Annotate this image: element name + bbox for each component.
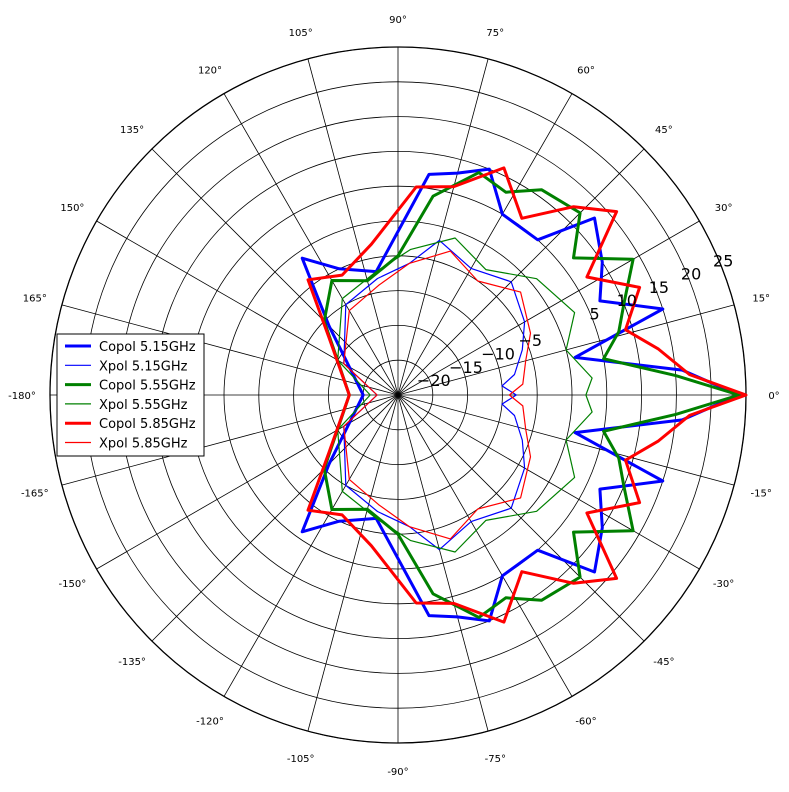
grid-spoke-21	[397, 394, 645, 642]
grid-spoke-8	[223, 93, 399, 396]
legend-label-5: Xpol 5.85GHz	[99, 437, 188, 452]
radial-tick-label: −5	[519, 331, 543, 350]
radial-tick-label: 10	[617, 291, 637, 310]
grid-spoke-15	[151, 394, 399, 642]
angle-tick-label: 60°	[577, 65, 595, 76]
legend-label-1: Xpol 5.15GHz	[99, 359, 188, 374]
radial-tick-label: −10	[481, 345, 515, 364]
radial-tick-label: −20	[417, 371, 451, 390]
radial-tick-label: −15	[449, 358, 483, 377]
series-line-2	[322, 171, 741, 619]
angle-tick-label: -120°	[196, 717, 224, 728]
grid-spoke-19	[397, 394, 489, 732]
grid-spoke-4	[397, 93, 573, 396]
angle-tick-label: 135°	[120, 125, 144, 136]
angle-tick-label: 150°	[60, 203, 84, 214]
legend: Copol 5.15GHz Xpol 5.15GHz Copol 5.55GHz Xp…	[56, 333, 205, 457]
angle-tick-label: -150°	[59, 579, 87, 590]
angle-tick-label: -75°	[485, 754, 506, 765]
radial-tick-label: 15	[649, 278, 669, 297]
angle-tick-label: 165°	[23, 294, 47, 305]
angle-tick-label: 0°	[768, 391, 779, 402]
data-series	[300, 166, 748, 624]
legend-label-0: Copol 5.15GHz	[99, 340, 196, 355]
angle-tick-label: -180°	[8, 391, 36, 402]
grid-spoke-3	[397, 148, 645, 396]
grid-spoke-9	[151, 148, 399, 396]
radial-tick-label: 20	[681, 265, 701, 284]
angle-tick-label: 45°	[655, 125, 673, 136]
series-line-3	[337, 237, 593, 553]
angle-labels: 90°105°120°135°150°165°-180°-165°-150°-1…	[8, 15, 780, 778]
series-line-4	[306, 166, 748, 624]
grid-spoke-2	[397, 220, 700, 396]
angle-tick-label: -135°	[118, 657, 146, 668]
grid-spoke-22	[397, 394, 700, 570]
angle-tick-label: 120°	[198, 65, 222, 76]
angle-tick-label: -45°	[653, 657, 674, 668]
angle-tick-label: 75°	[486, 28, 504, 39]
legend-label-3: Xpol 5.55GHz	[99, 398, 188, 413]
angle-tick-label: -105°	[287, 754, 315, 765]
angle-tick-label: -90°	[387, 767, 408, 778]
grid-spoke-16	[223, 394, 399, 697]
legend-label-2: Copol 5.55GHz	[99, 379, 196, 394]
grid-spoke-5	[397, 58, 489, 396]
angle-tick-label: 15°	[752, 294, 770, 305]
grid-spoke-17	[307, 394, 399, 732]
radial-labels: −20−15−10−5 5 10 15 20 25	[417, 251, 733, 390]
legend-box	[56, 333, 205, 457]
grid-spoke-13	[61, 394, 399, 486]
angle-tick-label: 105°	[289, 28, 313, 39]
legend-label-4: Copol 5.85GHz	[99, 417, 196, 432]
angle-tick-label: -165°	[21, 488, 49, 499]
angle-tick-label: -15°	[751, 488, 772, 499]
angle-tick-label: 30°	[715, 203, 733, 214]
radial-tick-label: 5	[590, 305, 600, 324]
angle-tick-label: -30°	[713, 579, 734, 590]
grid-spoke-20	[397, 394, 573, 697]
radial-tick-label: 25	[713, 251, 733, 270]
grid-spoke-7	[307, 58, 399, 396]
grid-spoke-11	[61, 304, 399, 396]
angle-tick-label: 90°	[389, 15, 407, 26]
angle-tick-label: -60°	[575, 717, 596, 728]
series-line-5	[343, 250, 532, 540]
